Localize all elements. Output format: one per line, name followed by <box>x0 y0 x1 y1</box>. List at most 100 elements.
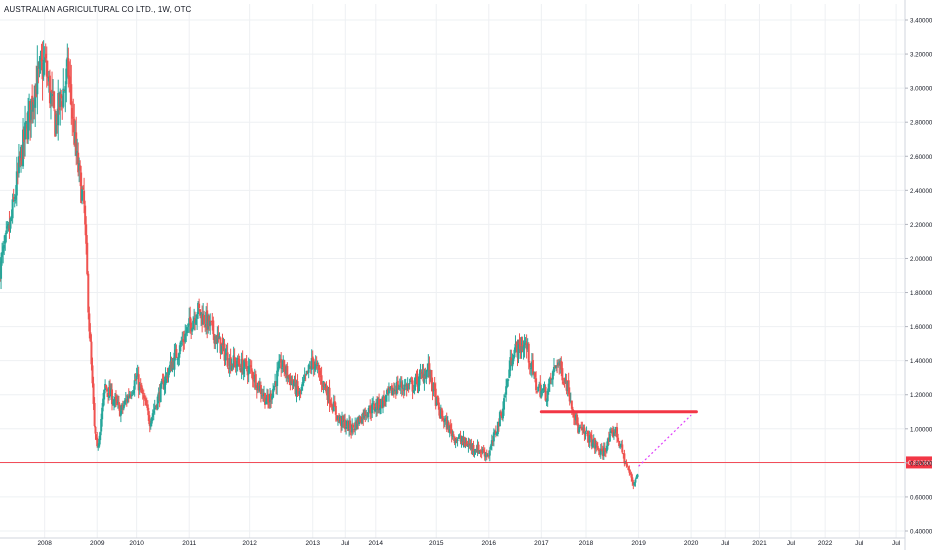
drawing-overlays: 0.802600 <box>0 410 932 469</box>
candle-body <box>518 339 521 345</box>
candle-body <box>298 391 301 394</box>
candle-body <box>373 403 376 410</box>
candle-body <box>262 393 265 397</box>
candle-body <box>306 370 309 373</box>
candle-body <box>220 344 223 355</box>
candle-body <box>313 366 316 370</box>
candle-body <box>137 374 140 391</box>
candle-body <box>270 393 273 401</box>
candle-body <box>498 412 501 427</box>
candle-body <box>198 303 201 309</box>
candle-body <box>85 224 88 244</box>
candle-body <box>123 400 126 405</box>
candle-body <box>266 394 269 401</box>
candle-body <box>87 273 90 313</box>
candle-body <box>344 419 347 430</box>
candle-body <box>1 252 4 257</box>
candle-body <box>57 93 60 126</box>
candle-body <box>479 450 482 452</box>
candle-body <box>56 113 59 125</box>
candle-body <box>237 359 240 365</box>
y-tick-label: 1.400000 <box>910 358 932 365</box>
candle-body <box>361 414 364 424</box>
candle-body <box>507 379 510 381</box>
candle-body <box>567 380 570 395</box>
candle-body <box>98 439 101 447</box>
candle-body <box>231 364 234 366</box>
candle-body <box>384 394 387 402</box>
candle-body <box>452 434 455 436</box>
candle-body <box>81 188 84 201</box>
candle-body <box>315 362 318 365</box>
candle-body <box>632 481 635 485</box>
candle-body <box>338 416 340 421</box>
candle-body <box>473 451 476 453</box>
candle-body <box>525 342 528 350</box>
candle-body <box>352 424 355 428</box>
candle-body <box>189 316 192 324</box>
projection-line <box>638 414 692 467</box>
candle-body <box>71 108 74 119</box>
candle-body <box>346 420 349 427</box>
candle-body <box>261 394 264 396</box>
candle-body <box>310 357 313 370</box>
price-label: 0.802600 <box>908 460 932 467</box>
candle-body <box>73 118 76 145</box>
candle-body <box>246 370 249 376</box>
candle-body <box>488 450 491 456</box>
candle-body <box>329 404 332 406</box>
candle-body <box>311 356 314 361</box>
candle-body <box>37 66 40 68</box>
candle-body <box>9 218 12 229</box>
candle-body <box>594 443 597 448</box>
candle-body <box>443 419 446 422</box>
candle-body <box>356 418 359 430</box>
candle-body <box>82 187 85 189</box>
candle-body <box>601 450 604 457</box>
candle-body <box>94 426 97 434</box>
candle-body <box>280 359 283 369</box>
candle-body <box>145 404 148 406</box>
x-tick-label: 2013 <box>305 540 320 547</box>
candle-body <box>268 401 271 403</box>
candle-body <box>497 422 500 427</box>
candle-body <box>623 453 626 464</box>
candle-body <box>407 384 410 386</box>
candle-body <box>521 344 524 352</box>
candle-body <box>233 356 236 362</box>
candle-body <box>130 394 133 396</box>
candle-body <box>224 354 227 361</box>
candle-body <box>36 66 39 95</box>
candle-body <box>164 375 167 385</box>
candle-body <box>105 385 108 388</box>
candle-body <box>258 385 261 392</box>
candle-body <box>51 89 54 93</box>
candle-body <box>119 410 122 416</box>
candle-body <box>11 199 14 219</box>
x-tick-label: 2010 <box>129 540 144 547</box>
candle-body <box>240 358 243 372</box>
candle-body <box>528 362 531 368</box>
candle-body <box>178 352 181 358</box>
candle-body <box>140 385 143 393</box>
candle-body <box>292 384 295 386</box>
candle-body <box>537 386 540 392</box>
x-tick-label: 2011 <box>182 540 196 547</box>
candle-body <box>627 466 630 471</box>
x-axis: 2008 2009 2010 2011 2012 2013 Jul 2014 2015 2016 2… <box>0 537 905 547</box>
candle-body <box>31 95 34 110</box>
candle-body <box>4 234 7 244</box>
candle-body <box>469 443 472 446</box>
candle-body <box>429 369 432 377</box>
candle-body <box>392 389 395 391</box>
candle-body <box>607 437 610 442</box>
candle-body <box>216 334 219 344</box>
y-tick-label: 0.400000 <box>910 529 932 536</box>
candle-body <box>382 396 385 408</box>
candle-body <box>300 387 303 391</box>
y-tick-label: 3.200000 <box>910 52 932 59</box>
candle-body <box>379 407 382 410</box>
candle-body <box>249 365 252 368</box>
candle-body <box>149 423 152 427</box>
